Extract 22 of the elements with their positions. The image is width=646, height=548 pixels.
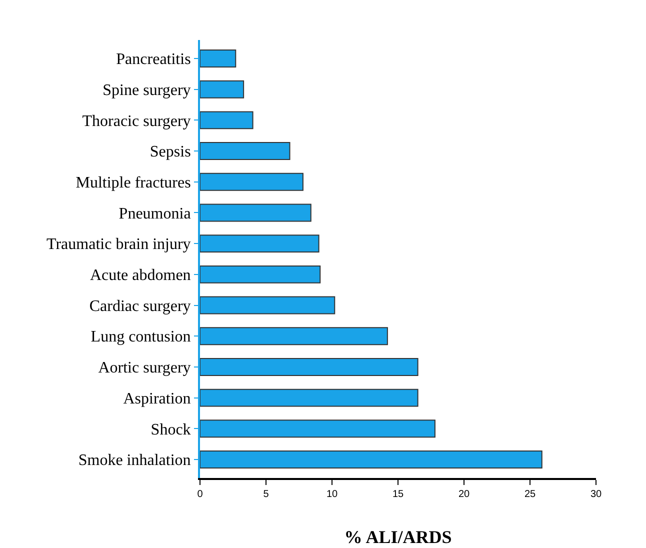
y-tick-label: Lung contusion bbox=[90, 328, 191, 346]
x-axis-title: % ALI/ARDS bbox=[344, 527, 452, 547]
x-tick-label: 25 bbox=[524, 489, 536, 500]
y-tick-label: Pneumonia bbox=[118, 205, 191, 222]
y-tick-label: Thoracic surgery bbox=[82, 112, 191, 130]
x-tick-label: 0 bbox=[197, 489, 204, 500]
y-tick-label: Acute abdomen bbox=[90, 267, 191, 284]
x-tick-label: 30 bbox=[590, 489, 602, 500]
y-tick-label: Spine surgery bbox=[102, 82, 191, 99]
y-tick-label: Aspiration bbox=[123, 390, 191, 408]
y-tick-label: Traumatic brain injury bbox=[46, 236, 191, 254]
y-tick-label: Aortic surgery bbox=[98, 360, 191, 377]
y-tick-label: Shock bbox=[150, 421, 191, 438]
y-tick-label: Pancreatitis bbox=[116, 51, 191, 68]
x-tick-label: 15 bbox=[392, 489, 404, 500]
x-tick-label: 20 bbox=[458, 489, 470, 500]
x-tick-label: 10 bbox=[326, 489, 338, 500]
x-tick-label: 5 bbox=[263, 489, 270, 500]
y-tick-label: Smoke inhalation bbox=[78, 452, 191, 470]
y-tick-label: Multiple fractures bbox=[76, 174, 191, 192]
y-tick-label: Sepsis bbox=[150, 144, 191, 161]
y-tick-label: Cardiac surgery bbox=[89, 298, 191, 315]
